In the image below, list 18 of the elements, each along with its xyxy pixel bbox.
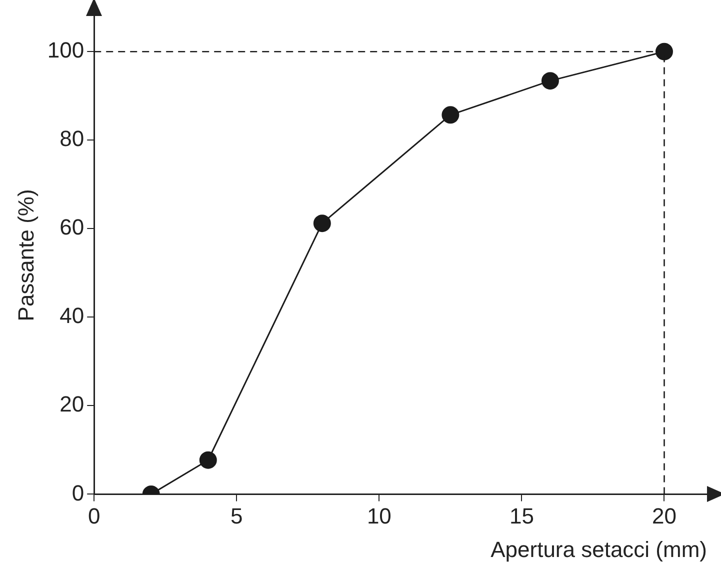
- x-tick-label: 15: [509, 503, 534, 528]
- x-tick-label: 10: [366, 503, 392, 528]
- point: [313, 214, 331, 232]
- y-tick-label: 40: [60, 303, 84, 328]
- x-tick-label: 0: [88, 503, 100, 528]
- y-axis-title: Passante (%): [13, 189, 38, 322]
- y-tick-label: 60: [60, 214, 84, 240]
- point: [655, 42, 673, 60]
- x-tick-label: 20: [652, 503, 676, 528]
- point: [541, 72, 559, 90]
- x-axis-title: Apertura setacci (mm): [490, 536, 707, 562]
- y-tick-label: 20: [60, 392, 84, 417]
- y-tick-label: 80: [60, 126, 84, 152]
- x-tick-label: 5: [230, 503, 243, 528]
- y-tick-label: 100: [47, 38, 84, 63]
- point: [442, 106, 460, 124]
- y-tick-label: 0: [72, 480, 84, 506]
- point: [199, 451, 217, 469]
